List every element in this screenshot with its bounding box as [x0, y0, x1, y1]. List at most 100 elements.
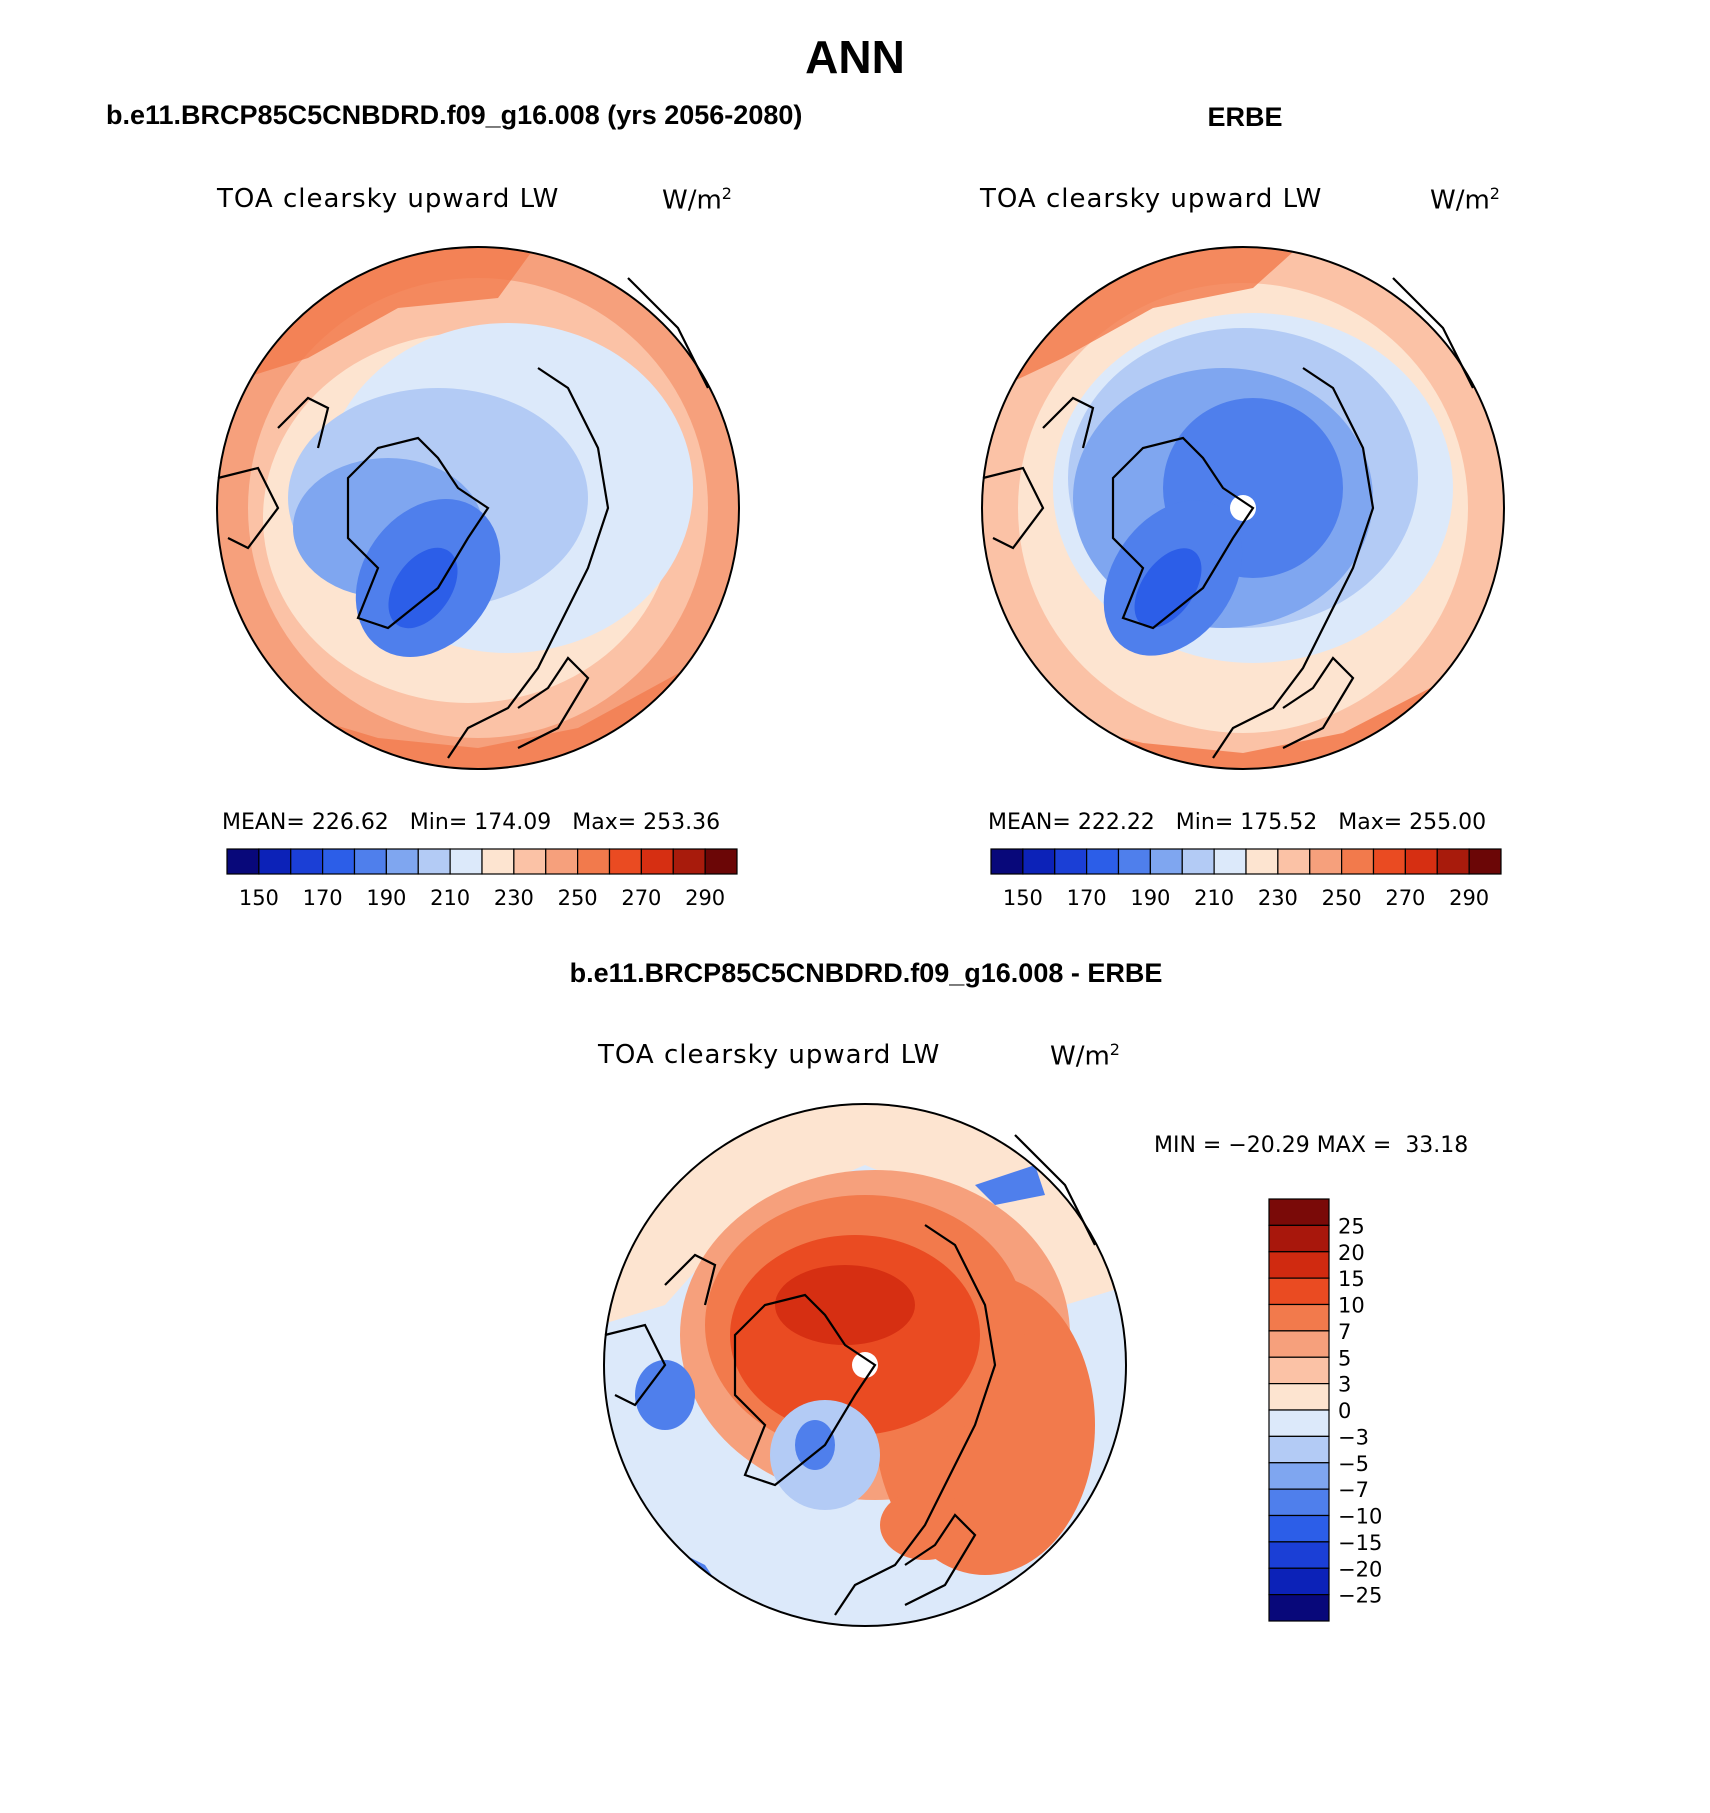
- model-colorbar-box: [353, 848, 387, 875]
- diff-colorbar-box: [1268, 1303, 1330, 1332]
- obs-variable-label: TOA clearsky upward LW: [980, 184, 1323, 214]
- obs-colorbar-box: [1213, 848, 1247, 875]
- diff-map-fill: [604, 1104, 1126, 1626]
- obs-colorbar-box: [1117, 848, 1151, 875]
- obs-colorbar-label: 270: [1385, 886, 1425, 910]
- model-colorbar-label: 250: [558, 886, 598, 910]
- obs-stats: MEAN= 222.22 Min= 175.52 Max= 255.00: [988, 810, 1487, 835]
- diff-colorbar-box: [1268, 1356, 1330, 1385]
- diff-colorbar-label: 5: [1338, 1346, 1351, 1370]
- obs-colorbar-box: [1404, 848, 1438, 875]
- diff-colorbar-box: [1268, 1514, 1330, 1543]
- obs-mean-value: 222.22: [1077, 810, 1155, 835]
- obs-colorbar-box: [1277, 848, 1311, 875]
- diff-colorbar-box: [1268, 1198, 1330, 1226]
- diff-colorbar-label: −5: [1338, 1452, 1369, 1476]
- model-colorbar-box: [449, 848, 483, 875]
- diff-colorbar-box: [1268, 1330, 1330, 1358]
- obs-colorbar-label: 170: [1067, 886, 1107, 910]
- diff-colorbar-label: −10: [1338, 1505, 1382, 1529]
- model-colorbar-label: 210: [430, 886, 470, 910]
- model-colorbar-box: [322, 848, 356, 875]
- diff-colorbar-box: [1268, 1251, 1330, 1279]
- figure-title: ANN: [805, 31, 905, 83]
- model-colorbar: 150 170 190 210 230 250 270 290: [226, 848, 738, 910]
- model-colorbar-box: [608, 848, 642, 875]
- model-colorbar-box: [226, 848, 260, 875]
- model-colorbar-box: [704, 848, 738, 875]
- diff-colorbar-label: −20: [1338, 1557, 1382, 1581]
- obs-colorbar-box: [1181, 848, 1215, 875]
- obs-colorbar-label: 250: [1322, 886, 1362, 910]
- diff-colorbar-label: −7: [1338, 1478, 1369, 1502]
- model-min-value: 174.09: [474, 810, 552, 835]
- obs-colorbar-box: [1372, 848, 1406, 875]
- diff-colorbar-box: [1268, 1224, 1330, 1253]
- model-units-label: W/m2: [662, 184, 732, 216]
- obs-map-fill: [982, 247, 1504, 769]
- obs-colorbar-label: 150: [1003, 886, 1043, 910]
- diff-panel-header: b.e11.BRCP85C5CNBDRD.f09_g16.008 - ERBE: [569, 958, 1163, 988]
- diff-polar-map: [603, 1103, 1127, 1627]
- obs-colorbar-label: 190: [1130, 886, 1170, 910]
- model-mean-value: 226.62: [311, 810, 389, 835]
- diff-colorbar-label: 0: [1338, 1399, 1351, 1423]
- model-colorbar-label: 230: [494, 886, 534, 910]
- obs-colorbar-box: [1468, 848, 1502, 875]
- model-coastlines: [217, 277, 709, 759]
- model-colorbar-box: [640, 848, 674, 875]
- diff-colorbar-label: −3: [1338, 1425, 1369, 1449]
- model-colorbar-box: [513, 848, 547, 875]
- diff-colorbar-box: [1268, 1277, 1330, 1306]
- obs-map-border: [981, 246, 1505, 770]
- diff-stats: MIN = −20.29 MAX = 33.18: [1154, 1133, 1469, 1158]
- obs-colorbar-box: [1309, 848, 1343, 875]
- diff-colorbar-label: −15: [1338, 1531, 1382, 1555]
- model-colorbar-box: [545, 848, 579, 875]
- model-colorbar-box: [577, 848, 611, 875]
- model-colorbar-box: [290, 848, 324, 875]
- obs-max-value: 255.00: [1409, 810, 1487, 835]
- diff-colorbar-box: [1268, 1541, 1330, 1569]
- obs-polar-map: [981, 246, 1505, 770]
- diff-coastlines: [604, 1134, 1096, 1616]
- model-map-fill: [217, 247, 739, 769]
- model-colorbar-box: [258, 848, 292, 875]
- model-colorbar-label: 170: [303, 886, 343, 910]
- diff-colorbar-box: [1268, 1462, 1330, 1490]
- model-panel-header: b.e11.BRCP85C5CNBDRD.f09_g16.008 (yrs 20…: [106, 100, 803, 130]
- diff-colorbar-box: [1268, 1488, 1330, 1517]
- model-map-border: [216, 246, 740, 770]
- obs-min-value: 175.52: [1240, 810, 1318, 835]
- model-variable-label: TOA clearsky upward LW: [217, 184, 560, 214]
- diff-min-value: −20.29: [1228, 1133, 1310, 1158]
- obs-colorbar-box: [1086, 848, 1120, 875]
- model-colorbar-box: [481, 848, 515, 875]
- obs-colorbar-box: [990, 848, 1024, 875]
- diff-colorbar-label: 15: [1338, 1267, 1365, 1291]
- obs-colorbar-box: [1022, 848, 1056, 875]
- diff-colorbar-label: 3: [1338, 1373, 1351, 1397]
- diff-colorbar-box: [1268, 1567, 1330, 1596]
- diff-colorbar-label: 10: [1338, 1294, 1365, 1318]
- diff-variable-label: TOA clearsky upward LW: [598, 1040, 941, 1070]
- diff-colorbar-box: [1268, 1409, 1330, 1437]
- model-colorbar-box: [672, 848, 706, 875]
- model-colorbar-label: 290: [685, 886, 725, 910]
- diff-colorbar-box: [1268, 1383, 1330, 1411]
- diff-colorbar-label: 25: [1338, 1214, 1365, 1238]
- model-colorbar-label: 150: [239, 886, 279, 910]
- model-max-value: 253.36: [643, 810, 721, 835]
- model-colorbar-label: 270: [621, 886, 661, 910]
- diff-map-border: [603, 1103, 1127, 1627]
- obs-colorbar-box: [1245, 848, 1279, 875]
- obs-colorbar-label: 210: [1194, 886, 1234, 910]
- diff-units-label: W/m2: [1050, 1040, 1120, 1072]
- obs-colorbar: 150 170 190 210 230 250 270 290: [990, 848, 1502, 910]
- model-colorbar-box: [385, 848, 419, 875]
- diff-colorbar-box: [1268, 1594, 1330, 1622]
- obs-units-label: W/m2: [1430, 184, 1500, 216]
- obs-coastlines: [982, 277, 1474, 759]
- diff-colorbar-label: 7: [1338, 1320, 1351, 1344]
